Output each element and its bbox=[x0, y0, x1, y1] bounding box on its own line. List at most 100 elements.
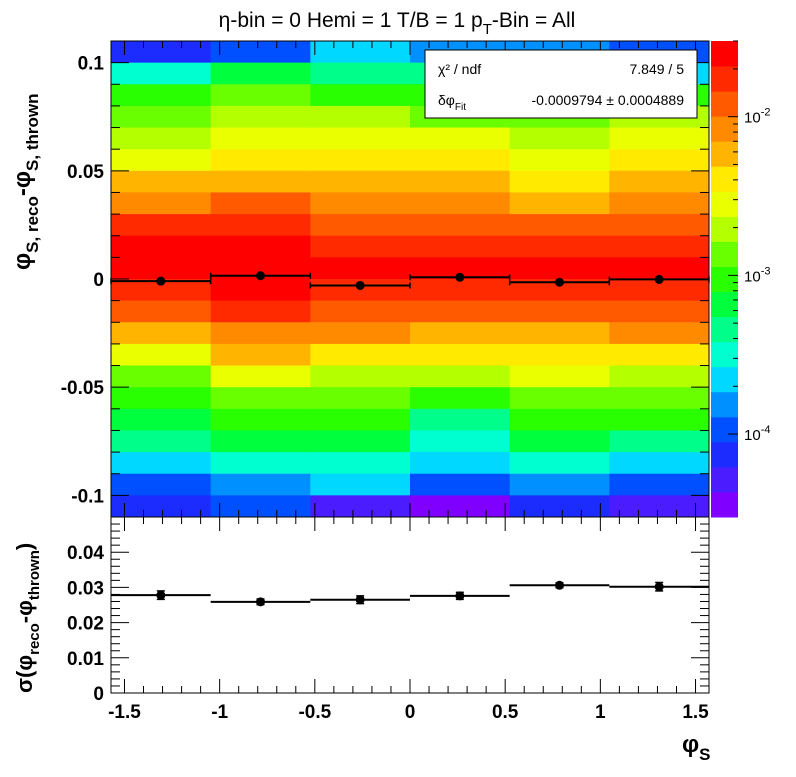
heatmap-cell bbox=[110, 149, 212, 172]
heatmap-cell bbox=[310, 387, 411, 410]
title-pt-sub: T bbox=[483, 21, 492, 38]
heatmap-cell bbox=[609, 473, 710, 496]
heatmap-cell bbox=[609, 343, 710, 367]
heatmap-cell bbox=[609, 495, 710, 518]
heatmap-cell bbox=[609, 452, 710, 475]
heatmap-cell bbox=[110, 473, 212, 496]
bottom-y-tick-label: 0.01 bbox=[67, 649, 104, 670]
heatmap-cell bbox=[310, 105, 411, 129]
colorbar-swatch bbox=[711, 441, 738, 468]
colorbar-tick-label: 10-3 bbox=[744, 265, 770, 285]
heatmap-cell bbox=[410, 170, 511, 193]
colorbar-swatch bbox=[711, 391, 738, 418]
heatmap-cell bbox=[509, 279, 610, 302]
heatmap-cell bbox=[509, 127, 610, 150]
colorbar-swatch bbox=[711, 116, 738, 142]
heatmap-cell bbox=[210, 149, 311, 172]
heatmap-cell bbox=[310, 408, 411, 431]
heatmap-cell bbox=[509, 408, 610, 431]
heatmap-cell bbox=[110, 452, 212, 475]
top-axes: 0.1 0.05 0 -0.05 -0.1 bbox=[61, 40, 709, 518]
heatmap-cell bbox=[509, 452, 610, 475]
heatmap-cell bbox=[310, 192, 411, 215]
heatmap-cell bbox=[310, 235, 411, 258]
heatmap-cell bbox=[210, 41, 311, 64]
heatmap-cell bbox=[110, 279, 212, 302]
heatmap-cell bbox=[509, 495, 610, 518]
heatmap-cell bbox=[509, 235, 610, 258]
heatmap-cell bbox=[210, 105, 311, 129]
top-y-tick-label: -0.05 bbox=[61, 378, 105, 399]
colorbar-swatch bbox=[711, 241, 738, 267]
heatmap-cell bbox=[410, 300, 511, 323]
title: η-bin = 0 Hemi = 1 T/B = 1 pT-Bin = All bbox=[219, 9, 576, 38]
heatmap-cell bbox=[609, 279, 710, 302]
colorbar-swatch bbox=[711, 366, 738, 393]
heatmap-cell bbox=[110, 322, 212, 345]
heatmap-cell bbox=[210, 214, 311, 237]
fit-point bbox=[255, 271, 265, 281]
heatmap-cell bbox=[110, 365, 212, 388]
sigma-points bbox=[110, 580, 710, 607]
heatmap-cell bbox=[110, 84, 212, 107]
heatmap-cell bbox=[609, 235, 710, 258]
colorbar-swatch bbox=[711, 191, 738, 217]
colorbar-tick-label: 10-4 bbox=[744, 424, 770, 444]
heatmap-cell bbox=[410, 214, 511, 237]
heatmap-cell bbox=[210, 365, 311, 388]
fit-point bbox=[654, 274, 664, 284]
heatmap-cell bbox=[410, 279, 511, 302]
top-y-tick-label: 0 bbox=[93, 270, 104, 291]
heatmap-cell bbox=[410, 192, 511, 215]
dphi-label: δφFit bbox=[438, 92, 466, 113]
bottom-x-tick-label: 0.5 bbox=[492, 702, 519, 723]
heatmap-cell bbox=[509, 214, 610, 237]
sigma-point bbox=[255, 597, 265, 607]
heatmap-cell bbox=[210, 473, 311, 496]
top-y-tick-label: -0.1 bbox=[71, 486, 104, 507]
heatmap-cell bbox=[110, 62, 212, 85]
top-y-tick-label: 0.05 bbox=[67, 162, 104, 183]
heatmap-cell bbox=[310, 41, 411, 64]
heatmap-cell bbox=[210, 235, 311, 258]
heatmap-cell bbox=[410, 322, 511, 345]
heatmap-cell bbox=[609, 257, 710, 280]
heatmap-cell bbox=[210, 257, 311, 280]
fit-point bbox=[156, 276, 166, 286]
x-axis-label: φS bbox=[682, 731, 711, 764]
colorbar-tick-label: 10-2 bbox=[744, 107, 770, 127]
heatmap-cell bbox=[509, 322, 610, 345]
sigma-point bbox=[455, 591, 465, 601]
heatmap-cell bbox=[410, 149, 511, 172]
bottom-x-tick-label: -0.5 bbox=[298, 702, 331, 723]
heatmap-cell bbox=[110, 495, 212, 518]
heatmap-cell bbox=[509, 365, 610, 388]
colorbar-axis: 10-2 10-3 10-4 bbox=[728, 40, 770, 444]
heatmap-cell bbox=[410, 257, 511, 280]
colorbar-swatch bbox=[711, 491, 738, 518]
heatmap-cell bbox=[609, 214, 710, 237]
heatmap-cell bbox=[509, 300, 610, 323]
colorbar-swatch bbox=[711, 341, 738, 368]
sigma-point bbox=[555, 580, 565, 590]
colorbar-swatch bbox=[711, 291, 738, 318]
colorbar-swatch bbox=[711, 66, 738, 92]
heatmap-cell bbox=[310, 430, 411, 453]
bottom-ylabel: σ(φreco-φthrown) bbox=[12, 543, 43, 693]
sigma-point bbox=[355, 595, 365, 605]
heatmap-cell bbox=[110, 170, 212, 193]
top-y-tick-label: 0.1 bbox=[78, 54, 105, 75]
colorbar-swatch bbox=[711, 316, 738, 343]
heatmap-cell bbox=[210, 127, 311, 150]
bottom-x-tick-label: -1 bbox=[211, 702, 228, 723]
heatmap-cell bbox=[410, 430, 511, 453]
heatmap-cell bbox=[110, 300, 212, 323]
heatmap-cell bbox=[110, 192, 212, 215]
heatmap-cell bbox=[210, 408, 311, 431]
heatmap-cell bbox=[310, 473, 411, 496]
colorbar-swatch bbox=[711, 141, 738, 167]
heatmap-cell bbox=[210, 387, 311, 410]
colorbar-swatch bbox=[711, 41, 738, 67]
bottom-x-tick-label: 1 bbox=[595, 702, 606, 723]
